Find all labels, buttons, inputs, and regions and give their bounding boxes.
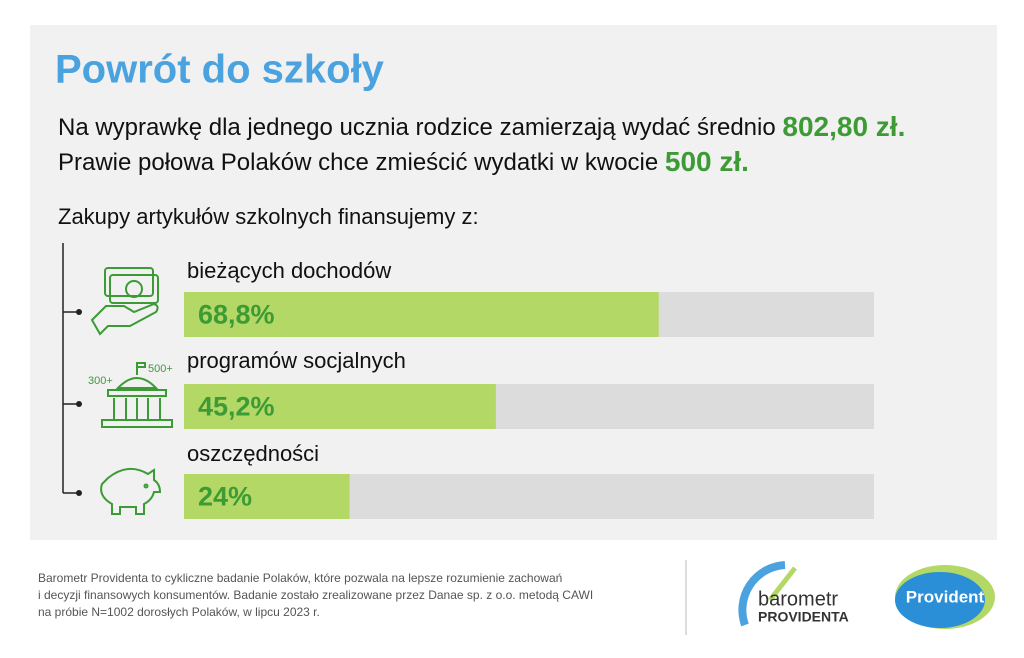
money-icon xyxy=(90,267,159,336)
title: Powrót do szkoły xyxy=(55,48,385,92)
value-label: 45,2% xyxy=(198,392,275,422)
headline: Prawie połowa Polaków chce zmieścić wyda… xyxy=(58,146,749,177)
value-label: 24% xyxy=(198,482,252,512)
panel xyxy=(30,25,997,540)
logo-text: PROVIDENTA xyxy=(758,609,849,625)
value-label: 68,8% xyxy=(198,300,275,330)
headline-text: Prawie połowa Polaków chce zmieścić wyda… xyxy=(58,149,658,176)
chart-title: Zakupy artykułów szkolnych finansujemy z… xyxy=(58,204,479,229)
logo-text: barometr xyxy=(758,588,838,610)
bar xyxy=(184,474,350,519)
headline: Na wyprawkę dla jednego ucznia rodzice z… xyxy=(58,111,905,142)
category-label: bieżących dochodów xyxy=(187,258,391,283)
bar xyxy=(184,384,496,429)
headline-text: Na wyprawkę dla jednego ucznia rodzice z… xyxy=(58,114,776,141)
category-label: oszczędności xyxy=(187,441,319,466)
footnote: na próbie N=1002 dorosłych Polaków, w li… xyxy=(38,605,320,619)
logo-text: Provident xyxy=(906,587,985,606)
icon-label: 500+ xyxy=(148,363,173,375)
bar xyxy=(184,292,659,337)
footnote: Barometr Providenta to cykliczne badanie… xyxy=(38,571,562,585)
icon-label: 300+ xyxy=(88,375,113,387)
footnote: i decyzji finansowych konsumentów. Badan… xyxy=(38,588,593,602)
building-icon xyxy=(101,362,173,428)
headline-highlight: 802,80 zł. xyxy=(782,111,905,142)
barometr-logo: barometr PROVIDENTA xyxy=(738,561,849,627)
connector-dots xyxy=(76,309,82,496)
headline-highlight: 500 zł. xyxy=(665,146,749,177)
provident-logo: Provident xyxy=(895,565,995,629)
connector xyxy=(62,243,78,494)
category-label: programów socjalnych xyxy=(187,348,406,373)
piggy-icon xyxy=(100,467,162,515)
